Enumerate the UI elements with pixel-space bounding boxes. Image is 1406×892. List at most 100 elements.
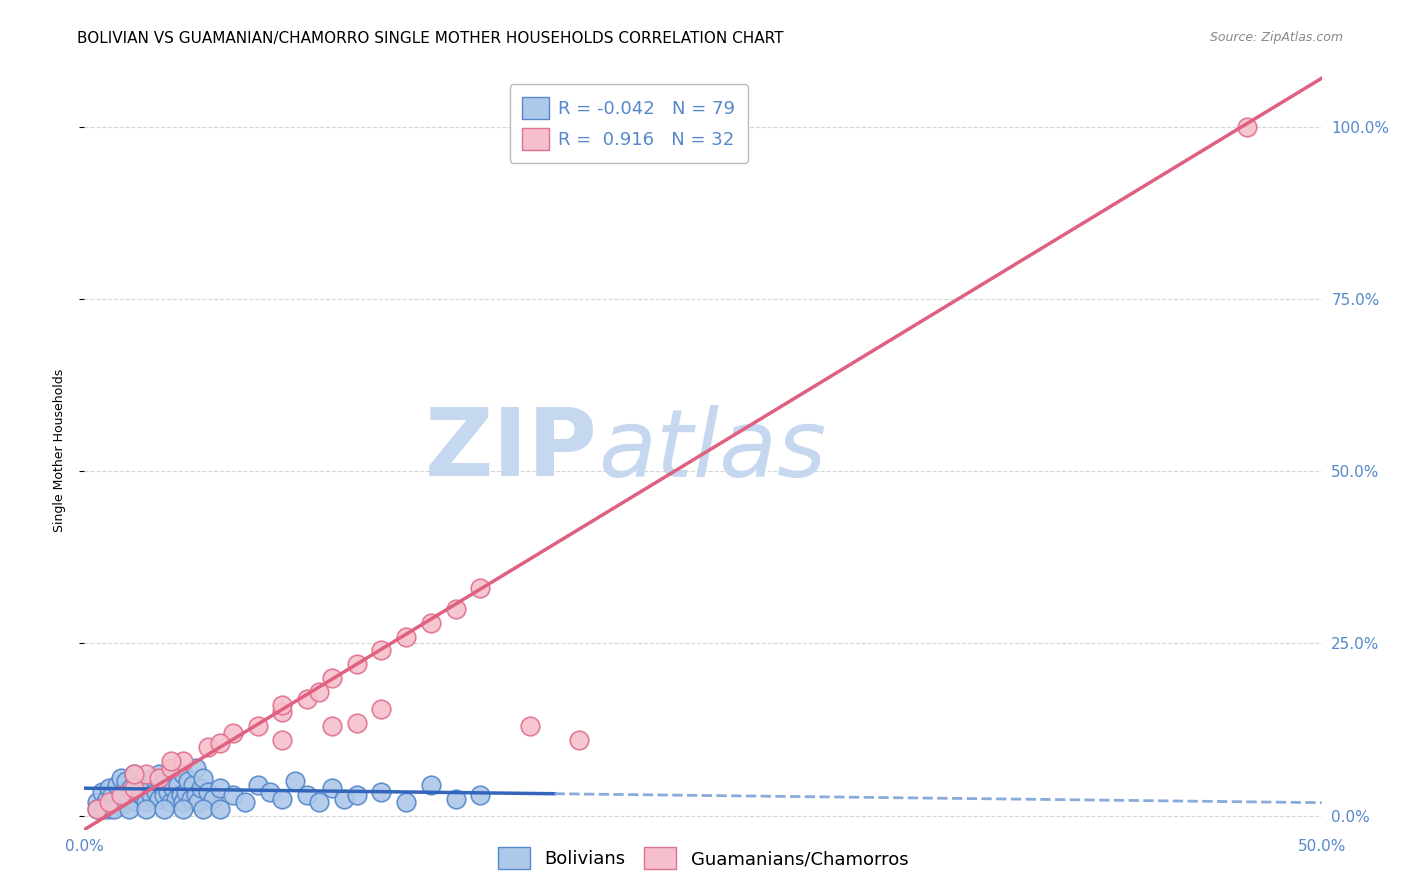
- Point: [93, 798, 115, 813]
- Point: [233, 795, 256, 809]
- Point: [246, 719, 269, 733]
- Point: [222, 726, 245, 740]
- Point: [346, 715, 368, 730]
- Point: [110, 798, 132, 813]
- Text: ZIP: ZIP: [425, 404, 598, 497]
- Point: [321, 781, 343, 796]
- Point: [308, 684, 330, 698]
- Point: [370, 643, 392, 657]
- Point: [172, 802, 194, 816]
- Point: [145, 785, 167, 799]
- Point: [172, 767, 194, 781]
- Point: [162, 781, 184, 796]
- Point: [150, 778, 173, 792]
- Point: [1236, 120, 1258, 134]
- Point: [93, 802, 115, 816]
- Point: [167, 778, 190, 792]
- Point: [122, 767, 145, 781]
- Point: [191, 771, 214, 785]
- Point: [271, 698, 294, 713]
- Point: [110, 771, 132, 785]
- Point: [105, 778, 128, 792]
- Point: [519, 719, 541, 733]
- Point: [181, 778, 204, 792]
- Point: [197, 739, 219, 754]
- Point: [321, 719, 343, 733]
- Point: [395, 630, 418, 644]
- Point: [165, 791, 187, 805]
- Text: atlas: atlas: [598, 405, 827, 496]
- Point: [172, 754, 194, 768]
- Point: [346, 657, 368, 672]
- Point: [191, 802, 214, 816]
- Point: [160, 760, 183, 774]
- Point: [132, 791, 155, 805]
- Point: [108, 791, 131, 805]
- Legend: Bolivians, Guamanians/Chamorros: Bolivians, Guamanians/Chamorros: [489, 838, 917, 879]
- Point: [86, 802, 108, 816]
- Point: [419, 778, 441, 792]
- Point: [177, 774, 200, 789]
- Y-axis label: Single Mother Households: Single Mother Households: [53, 368, 66, 533]
- Point: [129, 785, 152, 799]
- Point: [333, 791, 356, 805]
- Text: Source: ZipAtlas.com: Source: ZipAtlas.com: [1209, 31, 1343, 45]
- Point: [103, 802, 125, 816]
- Point: [246, 778, 269, 792]
- Point: [295, 788, 318, 802]
- Point: [202, 791, 225, 805]
- Point: [209, 781, 232, 796]
- Point: [98, 795, 121, 809]
- Point: [470, 788, 492, 802]
- Point: [90, 785, 112, 799]
- Point: [86, 795, 108, 809]
- Point: [98, 781, 121, 796]
- Point: [128, 778, 150, 792]
- Point: [470, 582, 492, 596]
- Point: [172, 795, 194, 809]
- Point: [444, 791, 467, 805]
- Point: [155, 774, 177, 789]
- Point: [148, 767, 170, 781]
- Point: [180, 791, 202, 805]
- Point: [209, 736, 232, 750]
- Point: [152, 802, 174, 816]
- Point: [271, 791, 294, 805]
- Point: [444, 602, 467, 616]
- Point: [135, 795, 157, 809]
- Point: [295, 691, 318, 706]
- Point: [222, 788, 245, 802]
- Point: [112, 785, 135, 799]
- Point: [370, 785, 392, 799]
- Point: [115, 774, 138, 789]
- Point: [122, 781, 145, 796]
- Point: [125, 795, 148, 809]
- Point: [187, 795, 209, 809]
- Point: [184, 788, 207, 802]
- Point: [271, 706, 294, 720]
- Point: [160, 754, 183, 768]
- Point: [152, 788, 174, 802]
- Point: [321, 671, 343, 685]
- Point: [148, 771, 170, 785]
- Point: [110, 788, 132, 802]
- Point: [122, 788, 145, 802]
- Point: [138, 781, 160, 796]
- Point: [209, 802, 232, 816]
- Point: [271, 733, 294, 747]
- Point: [568, 733, 591, 747]
- Point: [197, 785, 219, 799]
- Point: [118, 802, 141, 816]
- Legend: R = -0.042   N = 79, R =  0.916   N = 32: R = -0.042 N = 79, R = 0.916 N = 32: [509, 84, 748, 162]
- Point: [118, 791, 141, 805]
- Point: [100, 788, 122, 802]
- Point: [259, 785, 281, 799]
- Point: [148, 791, 170, 805]
- Point: [135, 802, 157, 816]
- Point: [395, 795, 418, 809]
- Point: [142, 771, 165, 785]
- Point: [135, 774, 157, 789]
- Point: [346, 788, 368, 802]
- Point: [419, 615, 441, 630]
- Point: [157, 785, 180, 799]
